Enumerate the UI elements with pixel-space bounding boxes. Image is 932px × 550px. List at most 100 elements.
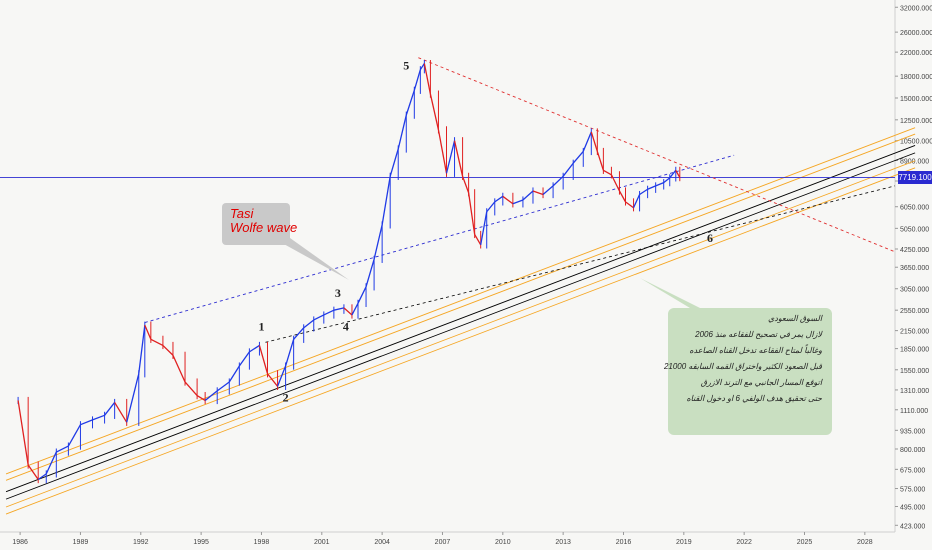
x-tick-label: 2028: [857, 539, 873, 546]
x-tick-label: 2001: [314, 539, 330, 546]
price-segment: [461, 176, 470, 193]
y-tick-label: 5050.000: [900, 226, 929, 233]
instrument-label-box: Tasi Wolfe wave: [222, 203, 297, 245]
price-segment: [562, 162, 574, 177]
price-segment: [603, 169, 612, 176]
wolfe-line-1-3: [144, 154, 735, 323]
note-pointer: [640, 278, 700, 308]
price-segment: [204, 390, 218, 401]
price-segment: [67, 424, 82, 447]
price-segment: [474, 234, 482, 246]
x-tick-label: 1998: [254, 539, 270, 546]
trendlines-layer: [0, 57, 916, 515]
price-segment: [238, 351, 250, 367]
y-tick-label: 2150.000: [900, 329, 929, 336]
y-tick-label: 4250.000: [900, 247, 929, 254]
price-segment: [397, 114, 407, 150]
price-segment: [632, 194, 641, 208]
wolfe-line-2-4: [265, 185, 896, 343]
instrument-label-line-1: Tasi: [230, 206, 254, 221]
x-tick-label: 2025: [797, 539, 813, 546]
price-segment: [284, 339, 295, 367]
price-segment: [572, 151, 584, 164]
price-segment: [196, 394, 206, 401]
price-segment: [502, 195, 514, 205]
price-segment: [228, 365, 240, 383]
x-tick-label: 2013: [555, 539, 571, 546]
price-segment: [258, 345, 269, 374]
x-tick-label: 2019: [676, 539, 692, 546]
price-segment: [389, 148, 399, 177]
price-segment: [37, 473, 47, 481]
x-tick-label: 1995: [193, 539, 209, 546]
y-tick-label: 1850.000: [900, 347, 929, 354]
price-segment: [150, 338, 164, 346]
price-segment: [675, 169, 681, 178]
price-segment: [445, 140, 456, 174]
y-tick-label: 575.000: [900, 487, 925, 494]
price-segment: [381, 176, 391, 225]
wave-labels-layer: 1 2 3 4 5 6: [258, 59, 713, 405]
y-tick-label: 935.000: [900, 428, 925, 435]
y-tick-label: 2550.000: [900, 308, 929, 315]
price-segment: [351, 303, 359, 316]
price-segment: [423, 63, 432, 95]
y-tick-label: 495.000: [900, 504, 925, 511]
note-line-2: لازال يمر في تصحيح للفقاعه منذ 2006: [695, 330, 822, 339]
price-segment: [590, 131, 598, 152]
x-tick-label: 2004: [374, 539, 390, 546]
price-segment: [419, 63, 425, 71]
price-segment: [655, 181, 664, 187]
price-segment: [293, 327, 305, 340]
price-segment: [522, 190, 534, 201]
price-segment: [639, 188, 648, 196]
price-segment: [532, 190, 544, 196]
channel-line: [5, 145, 916, 493]
price-series-layer: [17, 60, 681, 484]
price-segment: [216, 381, 230, 392]
price-segment: [313, 314, 325, 321]
y-tick-label: 26000.000: [900, 30, 932, 37]
price-segment: [80, 419, 93, 426]
y-tick-label: 3050.000: [900, 287, 929, 294]
wave-label: 3: [335, 286, 341, 300]
y-tick-label: 12500.000: [900, 118, 932, 125]
label-pointer: [282, 238, 349, 280]
y-tick-label: 15000.000: [900, 96, 932, 103]
price-segment: [266, 373, 279, 387]
price-segment: [663, 177, 671, 184]
wave-label: 1: [258, 320, 264, 334]
price-segment: [249, 344, 260, 353]
price-segment: [114, 402, 128, 423]
note-line-5: اتوقع المسار الجانبي مع الترند الازرق: [700, 378, 822, 387]
price-segment: [610, 174, 621, 192]
x-tick-label: 1992: [133, 539, 149, 546]
y-tick-label: 1550.000: [900, 368, 929, 375]
x-tick-label: 2007: [435, 539, 451, 546]
price-segment: [303, 319, 315, 329]
wave-label: 6: [707, 231, 713, 245]
price-segment: [357, 286, 367, 304]
y-tick-label: 22000.000: [900, 50, 932, 57]
y-tick-label: 10500.000: [900, 139, 932, 146]
price-segment: [172, 354, 186, 383]
y-tick-label: 675.000: [900, 467, 925, 474]
price-segment: [552, 175, 564, 187]
price-segment: [92, 414, 105, 421]
price-segment: [126, 373, 140, 423]
channel-line: [5, 133, 916, 481]
price-segment: [162, 344, 174, 356]
price-segment: [365, 259, 375, 287]
x-tick-label: 2010: [495, 539, 511, 546]
price-segment: [453, 140, 464, 177]
x-tick-label: 1989: [73, 539, 89, 546]
channel-line: [5, 167, 916, 515]
price-segment: [17, 400, 29, 466]
y-tick-label: 3650.000: [900, 265, 929, 272]
price-segment: [343, 307, 353, 316]
wolfe-line-target: [418, 57, 896, 253]
wave-label: 5: [403, 59, 409, 73]
x-tick-label: 1986: [12, 539, 28, 546]
